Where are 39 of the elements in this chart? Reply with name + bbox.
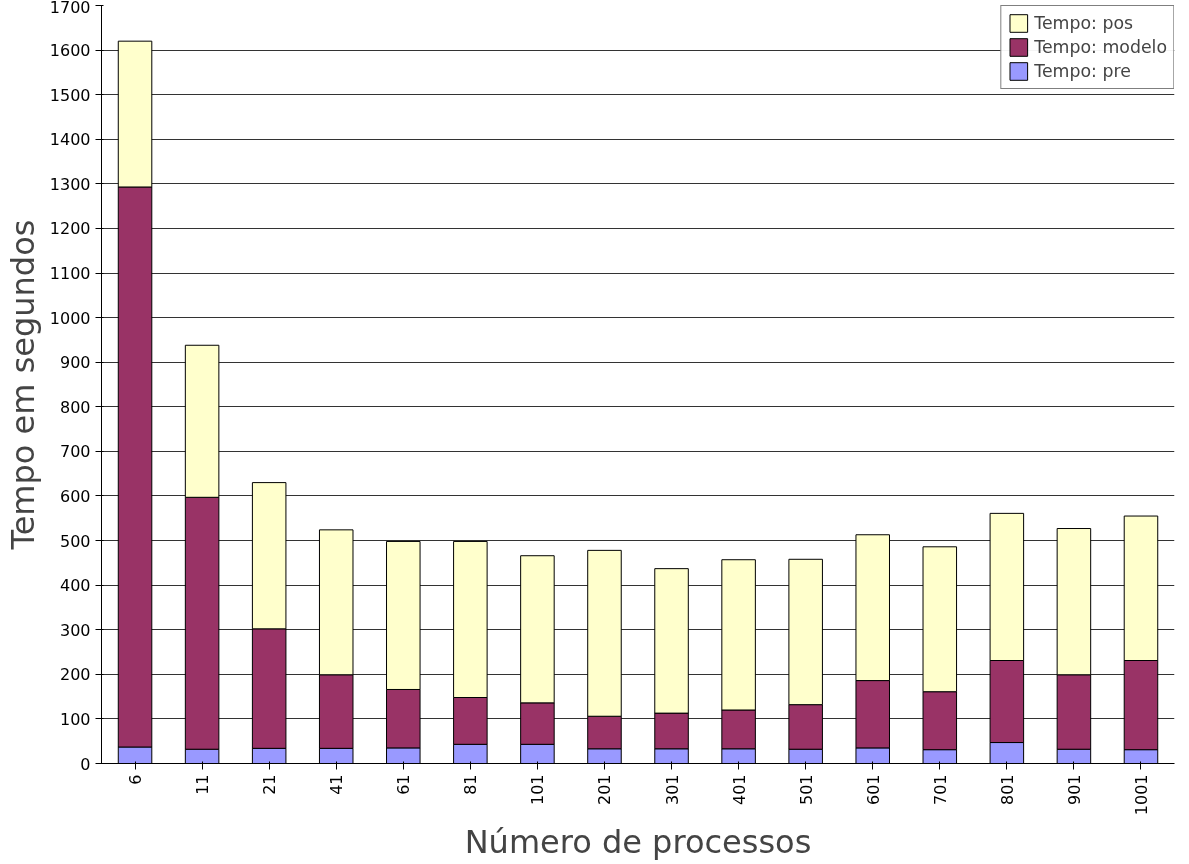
x-tick-label: 61 bbox=[394, 774, 414, 795]
legend-label: Tempo: pre bbox=[1034, 61, 1131, 81]
x-tick-label: 801 bbox=[997, 774, 1017, 806]
x-tick-label: 201 bbox=[595, 774, 615, 806]
x-axis-title: Número de processos bbox=[464, 823, 812, 862]
x-tick-label: 6 bbox=[126, 774, 146, 785]
y-tick-label: 1000 bbox=[49, 308, 91, 328]
x-tick-label: 401 bbox=[729, 774, 749, 806]
y-tick-label: 1400 bbox=[49, 130, 91, 150]
y-tick-label: 700 bbox=[59, 442, 91, 462]
x-tick-label: 301 bbox=[662, 774, 682, 806]
y-tick-label: 100 bbox=[59, 709, 91, 729]
y-tick-label: 1500 bbox=[49, 85, 91, 105]
x-tick-label: 701 bbox=[930, 774, 950, 806]
x-tick-label: 21 bbox=[260, 774, 280, 795]
y-tick-label: 1200 bbox=[49, 219, 91, 239]
x-tick-label: 601 bbox=[863, 774, 883, 806]
legend-label: Tempo: modelo bbox=[1034, 37, 1167, 57]
y-tick-label: 200 bbox=[59, 665, 91, 685]
x-tick-label: 101 bbox=[528, 774, 548, 806]
y-tick-label: 800 bbox=[59, 397, 91, 417]
y-tick-label: 1700 bbox=[49, 0, 91, 17]
y-tick-label: 300 bbox=[59, 620, 91, 640]
legend-label: Tempo: pos bbox=[1034, 13, 1134, 33]
y-tick-label: 400 bbox=[59, 576, 91, 596]
y-tick-label: 0 bbox=[80, 754, 91, 774]
x-tick-label: 41 bbox=[327, 774, 347, 795]
y-tick-label: 600 bbox=[59, 486, 91, 506]
x-tick-label: 901 bbox=[1064, 774, 1084, 806]
y-tick-label: 500 bbox=[59, 531, 91, 551]
y-tick-label: 1100 bbox=[49, 264, 91, 284]
x-tick-label: 11 bbox=[193, 774, 213, 795]
x-tick-label: 1001 bbox=[1131, 774, 1151, 816]
x-tick-label: 81 bbox=[461, 774, 481, 795]
y-tick-label: 1300 bbox=[49, 174, 91, 194]
y-tick-label: 1600 bbox=[49, 41, 91, 61]
x-tick-label: 501 bbox=[796, 774, 816, 806]
y-tick-label: 900 bbox=[59, 353, 91, 373]
y-axis-title: Tempo em segundos bbox=[3, 219, 42, 551]
